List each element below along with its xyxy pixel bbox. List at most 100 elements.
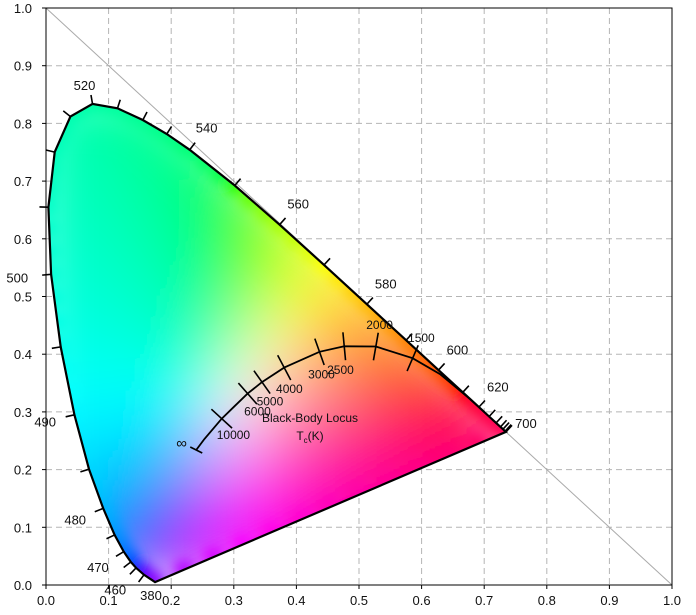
wavelength-tick bbox=[278, 217, 287, 226]
y-tick-label: 0.0 bbox=[14, 578, 32, 593]
wavelength-tick bbox=[499, 419, 508, 428]
color-cell bbox=[107, 341, 136, 368]
color-cell bbox=[82, 295, 111, 322]
color-cell bbox=[82, 318, 111, 345]
color-cell bbox=[132, 456, 161, 483]
color-cell bbox=[132, 225, 161, 252]
wavelength-tick bbox=[137, 574, 145, 583]
color-cell bbox=[257, 341, 286, 368]
color-cell bbox=[332, 364, 361, 391]
color-cell bbox=[107, 133, 136, 160]
color-cell bbox=[182, 202, 211, 229]
color-cell bbox=[157, 248, 186, 275]
color-cell bbox=[157, 387, 186, 414]
color-cell bbox=[282, 318, 311, 345]
color-cell bbox=[282, 295, 311, 322]
color-cell bbox=[182, 341, 211, 368]
wavelength-tick bbox=[366, 297, 374, 305]
color-cell bbox=[157, 225, 186, 252]
color-cell bbox=[157, 295, 186, 322]
wavelength-tick bbox=[115, 550, 125, 557]
color-cell bbox=[107, 410, 136, 437]
y-tick-label: 0.9 bbox=[14, 59, 32, 74]
wavelength-tick bbox=[62, 110, 71, 118]
color-cell bbox=[107, 387, 136, 414]
y-tick-label: 0.5 bbox=[14, 290, 32, 305]
x-tick-label: 0.1 bbox=[100, 593, 118, 608]
temperature-label: 1500 bbox=[408, 331, 435, 345]
color-cell bbox=[307, 456, 336, 483]
blackbody-tick bbox=[314, 338, 325, 366]
color-cell bbox=[132, 202, 161, 229]
color-cell bbox=[132, 179, 161, 206]
blackbody-markers bbox=[189, 332, 419, 454]
color-cell bbox=[57, 248, 86, 275]
color-cell bbox=[157, 318, 186, 345]
color-cell bbox=[232, 295, 261, 322]
x-tick-label: 0.7 bbox=[475, 593, 493, 608]
color-cell bbox=[82, 202, 111, 229]
color-cell bbox=[132, 271, 161, 298]
x-tick-label: 0.2 bbox=[162, 593, 180, 608]
color-cell bbox=[107, 225, 136, 252]
color-cell bbox=[182, 225, 211, 252]
color-cell bbox=[307, 387, 336, 414]
color-cell bbox=[132, 502, 161, 529]
color-cell bbox=[332, 318, 361, 345]
color-cell bbox=[232, 318, 261, 345]
spectral-locus bbox=[47, 102, 508, 584]
color-cell bbox=[257, 410, 286, 437]
blackbody-tick bbox=[237, 382, 258, 405]
color-cell bbox=[257, 387, 286, 414]
blackbody-tick bbox=[372, 332, 380, 361]
wavelength-label: 480 bbox=[64, 512, 86, 527]
color-cell bbox=[357, 364, 386, 391]
wavelength-tick bbox=[90, 94, 94, 105]
color-cell bbox=[182, 295, 211, 322]
color-cell bbox=[107, 456, 136, 483]
y-tick-label: 0.6 bbox=[14, 232, 32, 247]
y-tick-label: 0.1 bbox=[14, 520, 32, 535]
color-cell bbox=[307, 364, 336, 391]
wavelength-tick bbox=[106, 534, 115, 540]
wavelength-tick bbox=[505, 424, 513, 433]
color-cell bbox=[182, 271, 211, 298]
wavelength-tick bbox=[488, 409, 496, 418]
color-cell bbox=[232, 456, 261, 483]
wavelength-label: 620 bbox=[487, 380, 509, 395]
color-cell bbox=[257, 364, 286, 391]
color-cell bbox=[107, 295, 136, 322]
wavelength-label: 520 bbox=[74, 78, 96, 93]
color-cell bbox=[382, 410, 411, 437]
blackbody-locus-label: Black-Body Locus bbox=[262, 411, 358, 425]
color-cell bbox=[157, 525, 186, 552]
wavelength-label: 560 bbox=[287, 197, 309, 212]
y-axis-ticks: 0.0 0.1 0.2 0.3 0.4 0.5 0.6 0.7 0.8 0.9 1.0 bbox=[14, 1, 46, 593]
wavelength-label: 490 bbox=[34, 415, 56, 430]
color-cell bbox=[132, 248, 161, 275]
color-cell bbox=[232, 433, 261, 460]
color-cell bbox=[182, 525, 211, 552]
x-tick-label: 1.0 bbox=[663, 593, 681, 608]
color-cell bbox=[182, 318, 211, 345]
wavelength-tick bbox=[51, 346, 61, 350]
wavelength-tick bbox=[123, 561, 132, 569]
color-cell bbox=[132, 387, 161, 414]
color-cell bbox=[107, 364, 136, 391]
color-cell bbox=[282, 479, 311, 506]
x-tick-label: 0.5 bbox=[350, 593, 368, 608]
color-cell bbox=[257, 248, 286, 275]
color-cell bbox=[57, 179, 86, 206]
wavelength-tick bbox=[166, 125, 173, 135]
color-cell bbox=[232, 479, 261, 506]
wavelength-tick bbox=[462, 385, 470, 393]
wavelength-tick bbox=[405, 333, 413, 341]
color-cell bbox=[207, 364, 236, 391]
color-cell bbox=[82, 271, 111, 298]
color-cell bbox=[332, 456, 361, 483]
y-tick-label: 0.4 bbox=[14, 347, 32, 362]
wavelength-tick bbox=[502, 422, 510, 430]
color-cell bbox=[132, 295, 161, 322]
color-cell bbox=[232, 502, 261, 529]
